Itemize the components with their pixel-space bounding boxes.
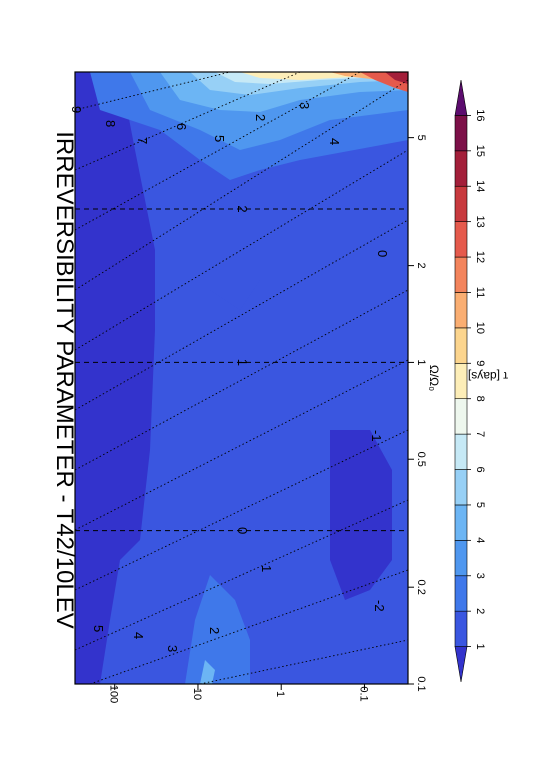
dotted-label: 7 — [135, 137, 150, 144]
colorbar-tick-label: 11 — [474, 287, 486, 298]
dotted-line — [89, 569, 408, 684]
dotted-label: 6 — [174, 123, 189, 130]
colorbar-swatch — [454, 221, 468, 258]
x-tick-label: 0.1 — [415, 676, 427, 691]
dashed-line-label: 1 — [235, 359, 250, 366]
x-tick-label: 5 — [415, 135, 427, 141]
x-tick-label: 0.5 — [415, 452, 427, 467]
dotted-lines — [75, 72, 408, 684]
x-tick-label: 0.2 — [415, 580, 427, 595]
colorbar-tick-label: 10 — [474, 322, 486, 334]
colorbar-swatch — [454, 540, 468, 577]
colorbar-swatch — [454, 185, 468, 222]
colorbar-tick-label: 15 — [474, 145, 486, 157]
colorbar-tick-label: 9 — [474, 360, 486, 366]
colorbar-swatch — [454, 256, 468, 293]
dotted-line — [75, 429, 408, 591]
colorbar-tick-label: 4 — [474, 537, 486, 543]
dotted-line — [75, 289, 408, 471]
dotted-line-labels: -2 -1 0 1 2 3 4 5 4 3 2 5 6 7 8 9 — [69, 102, 390, 652]
colorbar-tick-label: 3 — [474, 573, 486, 579]
dotted-label: 4 — [327, 138, 342, 145]
dotted-line — [75, 72, 301, 171]
x-axis-label: Ω/Ω₀ — [427, 365, 441, 391]
dotted-label: -2 — [372, 600, 387, 612]
colorbar-swatch — [454, 575, 468, 612]
x-axis: 0.1 0.2 0.5 1 2 5 — [408, 135, 427, 692]
y-axis: 100 10 1 0.1 — [108, 684, 369, 703]
colorbar-tick-label: 1 — [474, 644, 486, 650]
chart-title: IRREVERSIBILITY PARAMETER - T42/10LEV — [51, 131, 78, 629]
colorbar-tick-label: 12 — [474, 251, 486, 263]
dotted-line — [199, 639, 408, 684]
colorbar-tick-label: 13 — [474, 216, 486, 228]
y-tick-label: 0.1 — [357, 686, 369, 701]
colorbar-swatch — [454, 292, 468, 329]
contour-level-3-left — [185, 575, 250, 684]
dotted-line — [75, 72, 231, 111]
dotted-label: 1 — [259, 565, 274, 572]
contour-level-4-left — [200, 660, 215, 684]
dotted-label: 2 — [207, 627, 222, 634]
colorbar-swatch — [454, 398, 468, 435]
dotted-line — [75, 499, 408, 651]
contour-field — [75, 72, 408, 684]
contour-level-1-lower — [330, 430, 392, 600]
colorbar-swatch — [454, 469, 468, 506]
colorbar-swatch — [454, 150, 468, 187]
colorbar-swatch — [454, 504, 468, 541]
dotted-line — [75, 79, 408, 291]
dotted-label: 0 — [375, 250, 390, 257]
dashed-line-label: 0 — [235, 527, 250, 534]
colorbar-swatch — [454, 610, 468, 647]
x-tick-label: 2 — [415, 263, 427, 269]
colorbar-tick-label: 6 — [474, 466, 486, 472]
dashed-line-label: 2 — [235, 205, 250, 212]
colorbar-swatch — [454, 79, 468, 116]
colorbar-tick-label: 5 — [474, 502, 486, 508]
colorbar-tick-label: 7 — [474, 431, 486, 437]
colorbar-swatch — [454, 646, 468, 683]
dotted-label: 2 — [253, 114, 268, 121]
dotted-label: 3 — [297, 102, 312, 109]
y-tick-label: 10 — [191, 688, 203, 700]
colorbar-tick-label: 16 — [474, 109, 486, 121]
dotted-line — [75, 149, 408, 351]
colorbar-swatch — [454, 433, 468, 470]
plot-frame — [74, 71, 409, 685]
dashed-lines: 0 1 2 — [75, 205, 408, 534]
colorbar-swatch — [454, 115, 468, 152]
colorbar-swatch — [454, 362, 468, 400]
dotted-label: 8 — [103, 120, 118, 127]
contour-level-15 — [385, 72, 408, 84]
colorbar-tick-label: 14 — [474, 180, 486, 192]
dotted-label: 5 — [91, 625, 106, 632]
colorbar-swatch — [454, 327, 468, 364]
dotted-label: 3 — [165, 645, 180, 652]
y-tick-label: 1 — [274, 691, 286, 697]
colorbar-tick-label: 2 — [474, 608, 486, 614]
y-axis-label: τ [days] — [468, 369, 508, 383]
dotted-label: 9 — [69, 106, 84, 113]
x-tick-label: 1 — [415, 359, 427, 365]
dotted-label: 4 — [131, 632, 146, 639]
y-tick-label: 100 — [108, 685, 120, 703]
colorbar-tick-label: 8 — [474, 396, 486, 402]
dotted-label: 5 — [212, 135, 227, 142]
dotted-label: -1 — [369, 430, 384, 442]
